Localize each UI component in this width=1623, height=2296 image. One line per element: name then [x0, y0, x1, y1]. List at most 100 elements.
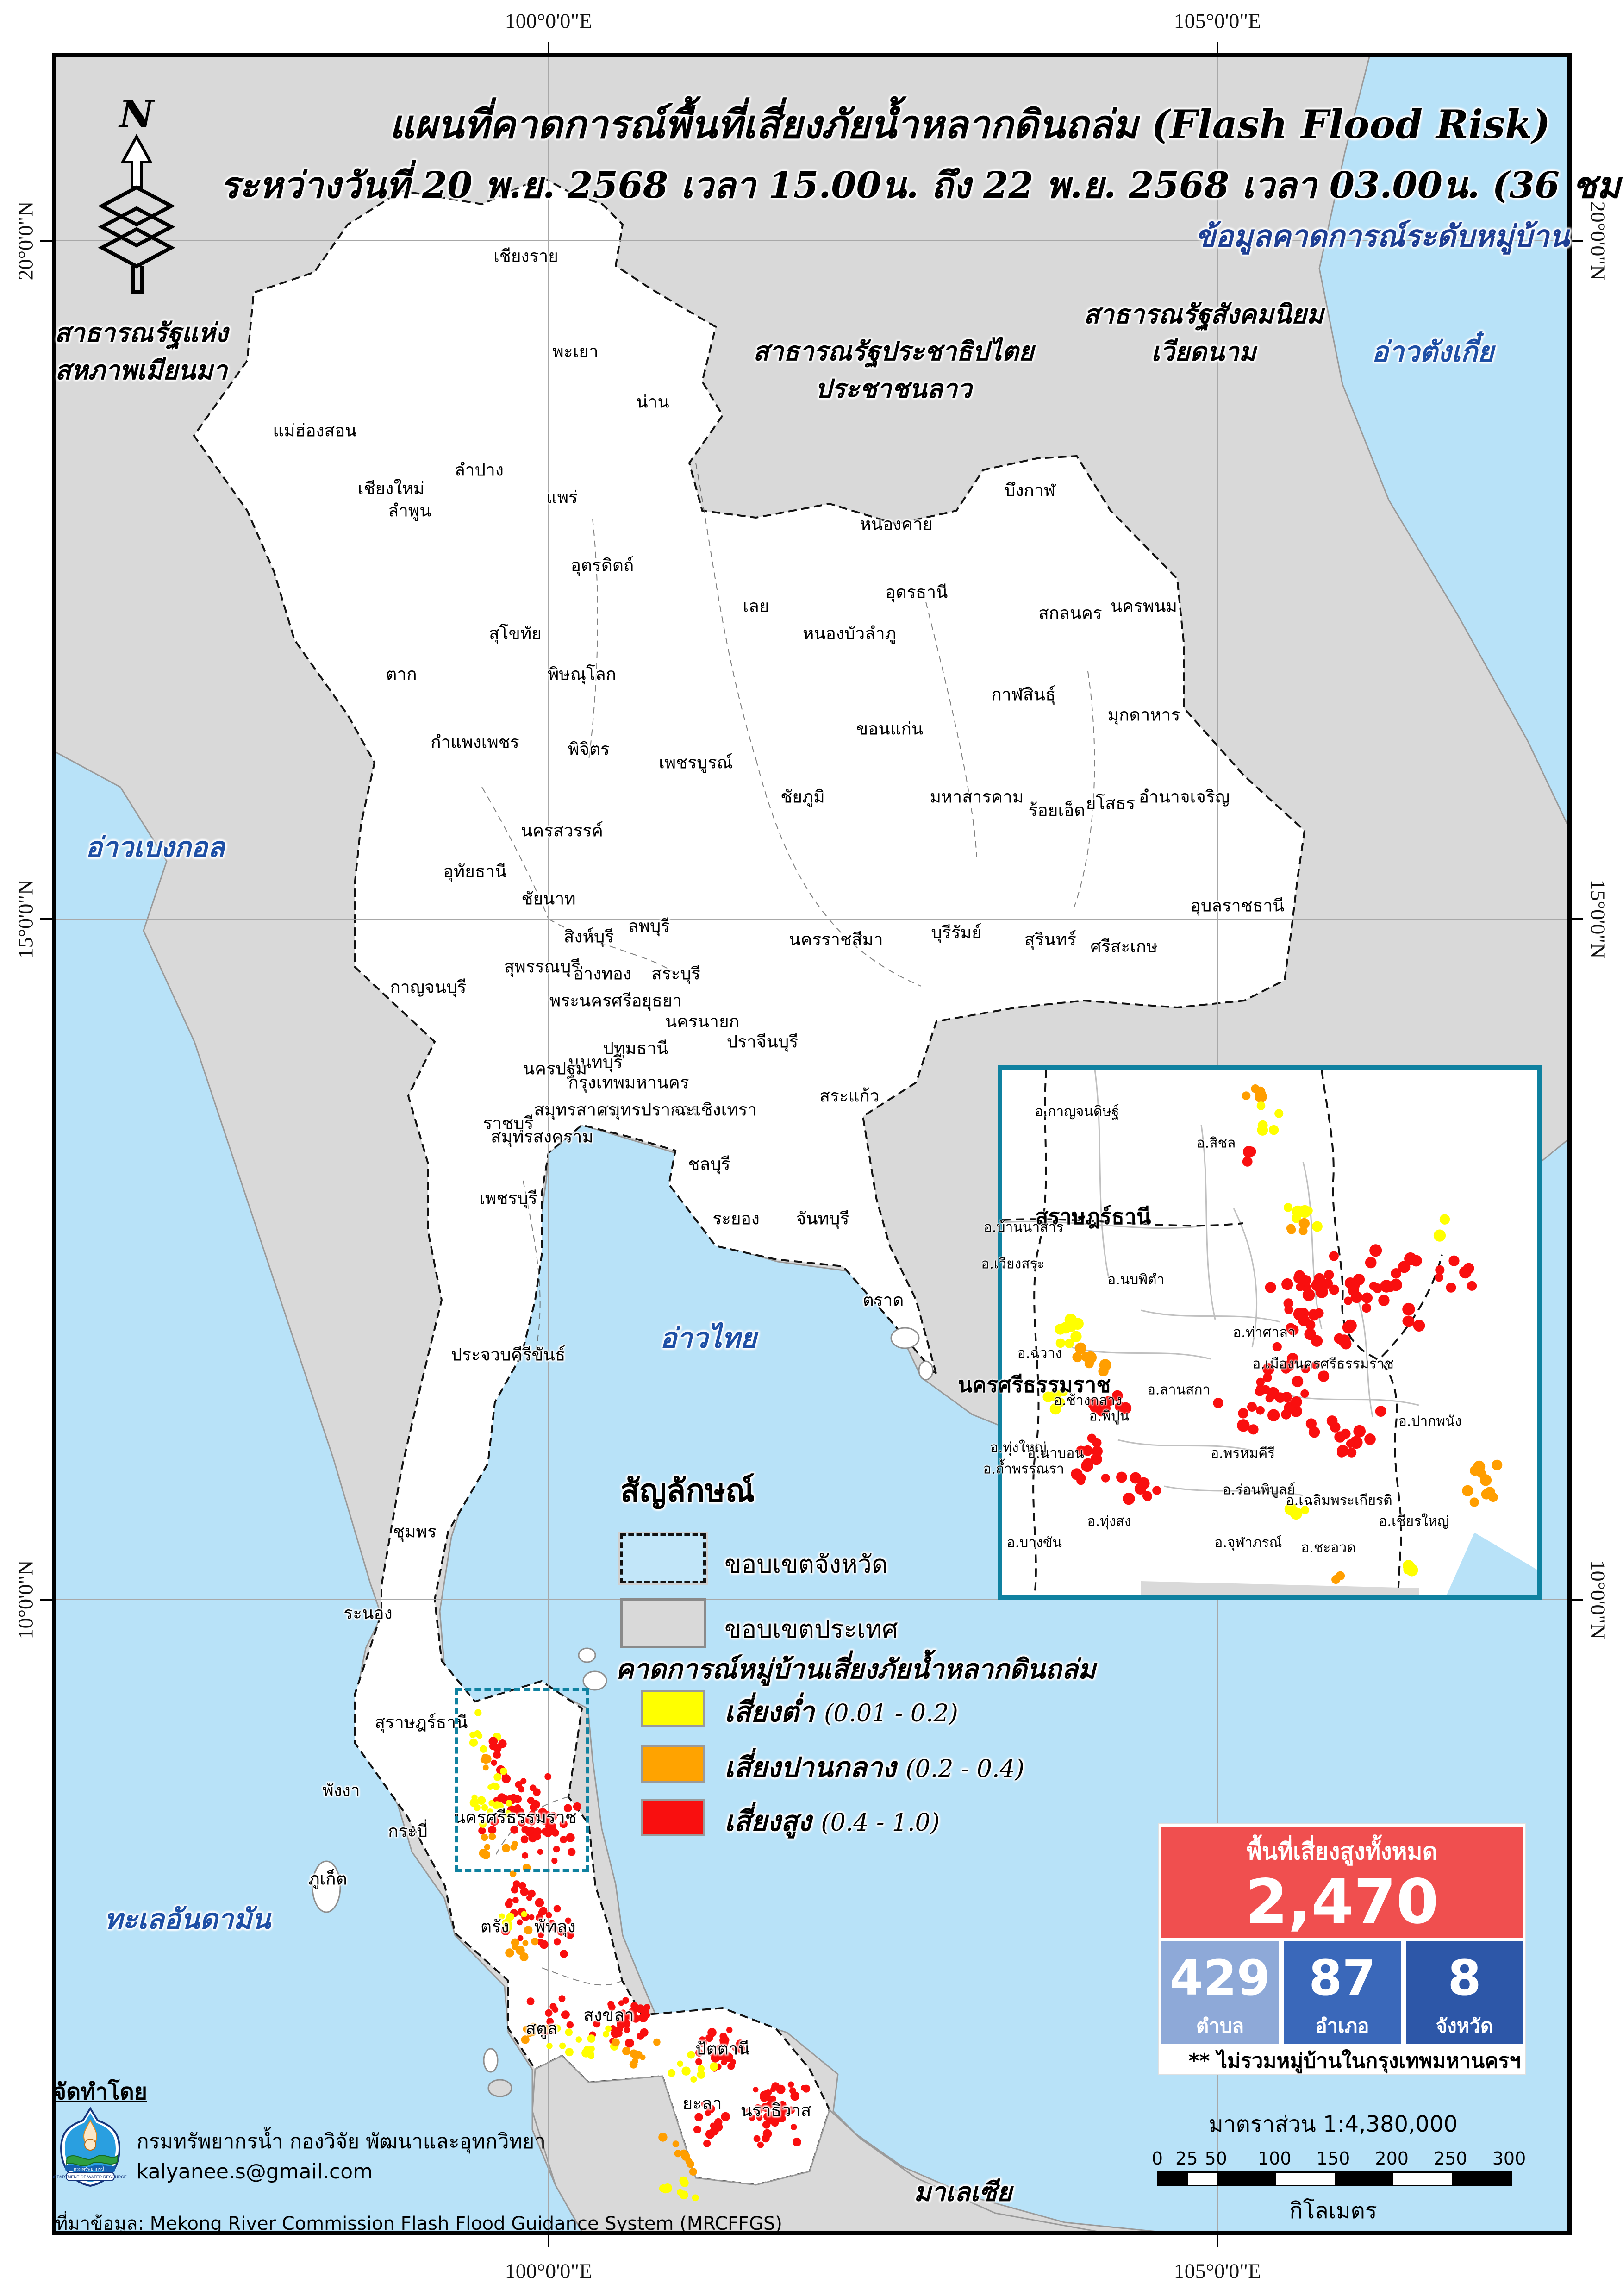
province-label: เพชรบูรณ์ — [659, 752, 733, 773]
province-label: แม่ฮ่องสอน — [273, 420, 357, 441]
risk-label-mid: เสี่ยงปานกลาง (0.2 - 0.4) — [724, 1752, 1024, 1784]
province-label: ตราด — [862, 1290, 904, 1310]
inset-district-label: อ.เชียรใหญ่ — [1379, 1513, 1449, 1530]
scale-bar-segment — [1217, 2173, 1276, 2185]
province-label: อุดรธานี — [885, 582, 948, 602]
scale-bar-segment — [1188, 2173, 1217, 2185]
inset-district-label: อ.จุฬาภรณ์ — [1214, 1534, 1282, 1551]
stats-high-risk-total: พื้นที่เสี่ยงสูงทั้งหมด 2,470 หมู่บ้าน — [1161, 1827, 1523, 1964]
scale-tick-label: 100 — [1258, 2148, 1292, 2169]
inset-province-label: นครศรีธรรมราช — [958, 1372, 1111, 1397]
thailand-outline — [193, 176, 1306, 2186]
province-label: หนองคาย — [860, 514, 933, 534]
province-label: นครราชสีมา — [789, 929, 883, 950]
svg-text:กรมทรัพยากรน้ำ: กรมทรัพยากรน้ำ — [74, 2165, 107, 2172]
org-name: กรมทรัพยากรน้ำ กองวิจัย พัฒนาและอุทกวิทย… — [137, 2130, 546, 2153]
province-label: กรุงเทพมหานคร — [568, 1072, 689, 1093]
stats-tile-amphoe: 87 อำเภอ — [1284, 1941, 1401, 2044]
stats-footnote: ** ไม่รวมหมู่บ้านในกรุงเทพมหานครฯ — [1188, 2049, 1521, 2073]
scale-tick-label: 50 — [1205, 2148, 1227, 2169]
province-label: นครพนม — [1111, 596, 1177, 616]
scale-bar-segment — [1393, 2173, 1452, 2185]
province-label: อุตรดิตถ์ — [570, 555, 634, 576]
legend-swatch-country-boundary — [620, 1598, 706, 1648]
data-source: ที่มาข้อมูล: Mekong River Commission Fla… — [56, 2213, 783, 2234]
inset-neighbor-strip — [1141, 1581, 1419, 1595]
stats-header: พื้นที่เสี่ยงสูงทั้งหมด — [1246, 1838, 1438, 1865]
country-label-laos: สาธารณรัฐประชาธิปไตย ประชาชนลาว — [753, 336, 1034, 404]
coord-right-10n: 10°0'0"N — [1586, 1560, 1610, 1639]
inset-province-border — [1002, 1070, 1243, 1595]
inset-district-label: อ.นบพิตำ — [1107, 1271, 1165, 1288]
inset-sea-corner — [1447, 1533, 1537, 1595]
province-label: ศรีสะเกษ — [1090, 936, 1158, 957]
province-label: สตูล — [525, 2018, 558, 2039]
country-label-myanmar: สาธารณรัฐแห่ง สหภาพเมียนมา — [54, 317, 228, 386]
province-label: เชียงใหม่ — [357, 478, 425, 499]
stats-amphoe-unit: อำเภอ — [1315, 2014, 1369, 2038]
coord-tick — [40, 240, 52, 242]
malaysia-land — [531, 2055, 1111, 2235]
inset-district-label: อ.ปากพนัง — [1398, 1413, 1462, 1430]
risk-dots-inset — [1042, 1084, 1503, 1584]
stats-box: พื้นที่เสี่ยงสูงทั้งหมด 2,470 หมู่บ้าน 4… — [1159, 1824, 1525, 2074]
province-label: สุโขทัย — [489, 623, 542, 644]
province-label: กาฬสินธุ์ — [991, 684, 1056, 705]
scale-tick-label: 200 — [1375, 2148, 1409, 2169]
province-label: สกลนคร — [1038, 603, 1102, 623]
province-label: ลำพูน — [388, 500, 431, 521]
inset-map: อ.กาญจนดิษฐ์ อ.สิชล สุราษฎร์ธานี อ.บ้านนาสา… — [958, 1065, 1542, 1600]
scale-tick-label: 25 — [1175, 2148, 1198, 2169]
province-label: นครศรีธรรมราช — [454, 1807, 577, 1827]
province-label: พังงา — [322, 1780, 360, 1801]
inset-district-label: อ.ทุ่งใหญ่ — [990, 1439, 1047, 1456]
province-label: ปัตตานี — [695, 2039, 750, 2059]
province-label: มหาสารคาม — [930, 787, 1024, 807]
scale-bar-segment — [1452, 2173, 1511, 2185]
coord-tick — [1217, 2235, 1218, 2247]
coord-tick — [1572, 240, 1583, 242]
province-label: ระนอง — [343, 1603, 393, 1623]
stats-tambon-unit: ตำบล — [1196, 2014, 1244, 2038]
scale-tick-label: 0 — [1151, 2148, 1163, 2169]
province-label: สุรินทร์ — [1024, 929, 1077, 950]
province-label: ฉะเชิงเทรา — [674, 1100, 757, 1120]
stats-province-unit: จังหวัด — [1436, 2014, 1493, 2038]
province-label: ลพบุรี — [628, 916, 670, 936]
scale-bar — [1157, 2171, 1512, 2186]
coord-tick — [548, 2235, 549, 2247]
province-label: สมุทรปราการ — [598, 1100, 700, 1120]
coord-right-15n: 15°0'0"N — [1586, 879, 1610, 959]
gulf-of-tonkin — [1318, 53, 1572, 834]
province-label: หนองบัวลำภู — [802, 623, 897, 644]
sea-label: อ่าวตังเกี๋ย — [1372, 336, 1494, 369]
province-label: กาญจนบุรี — [390, 977, 467, 997]
province-label: นครปฐม — [523, 1058, 587, 1079]
province-label: สุราษฎร์ธานี — [375, 1712, 468, 1733]
province-label: ชุมพร — [393, 1521, 437, 1542]
risk-swatch-mid — [641, 1745, 705, 1783]
map-title: แผนที่คาดการณ์พื้นที่เสี่ยงภัยน้ำหลากดิน… — [389, 101, 1551, 147]
country-label-vietnam: สาธารณรัฐสังคมนิยม เวียดนาม — [1083, 299, 1324, 367]
dwr-logo: DEPARTMENT OF WATER RESOURCES กรมทรัพยาก… — [53, 2107, 127, 2187]
province-label: สุพรรณบุรี — [504, 957, 581, 977]
province-label: จันทบุรี — [796, 1208, 849, 1229]
legend-swatch-province-boundary — [620, 1533, 706, 1583]
province-label: ชัยภูมิ — [780, 787, 825, 807]
inset-district-label: อ.กาญจนดิษฐ์ — [1035, 1103, 1119, 1120]
scale-unit: กิโลเมตร — [1289, 2198, 1377, 2224]
province-label: ปทุมธานี — [603, 1038, 668, 1058]
inset-district-label: อ.ถ้ำพรรณรา — [983, 1461, 1064, 1477]
legend-heading: สัญลักษณ์ — [620, 1472, 755, 1509]
coord-tick — [548, 42, 549, 53]
province-label: บึงกาฬ — [1004, 480, 1056, 500]
province-label: เลย — [743, 596, 769, 616]
province-label: เชียงราย — [493, 246, 558, 266]
scale-bar-segment — [1335, 2173, 1393, 2185]
province-label: ชัยนาท — [521, 888, 576, 909]
scale-tick-label: 150 — [1316, 2148, 1350, 2169]
sea-label: อ่าวไทย — [660, 1322, 757, 1355]
province-label: ภูเก็ต — [308, 1869, 347, 1889]
risk-label-high: เสี่ยงสูง (0.4 - 1.0) — [724, 1805, 940, 1838]
